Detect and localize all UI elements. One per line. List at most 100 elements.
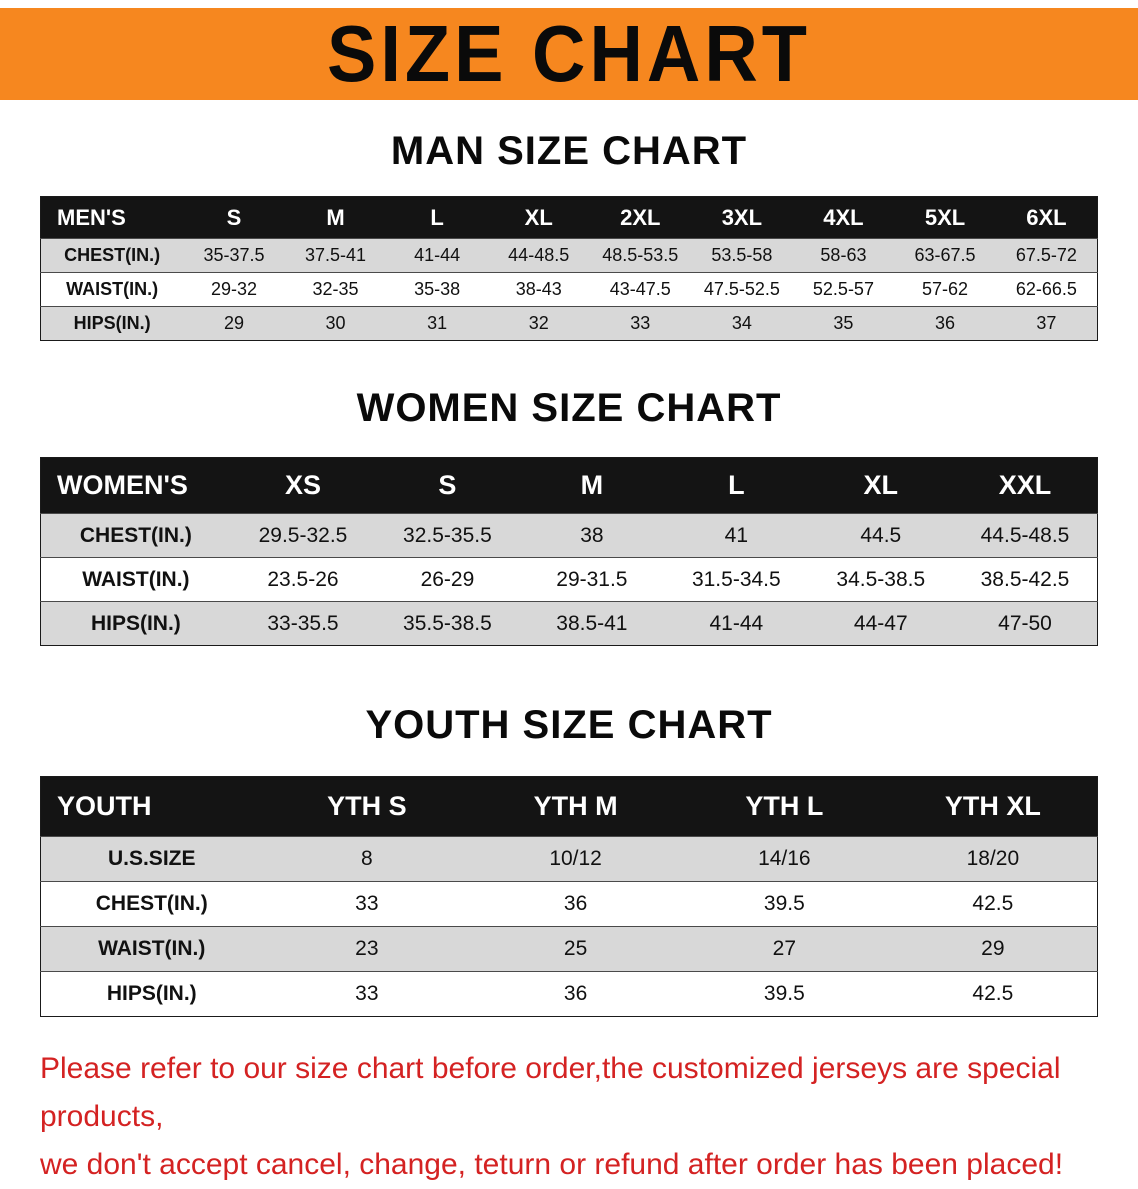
measurement-value-cell: 41-44	[386, 238, 488, 273]
table-title-cell: MEN'S	[40, 196, 184, 239]
measurement-value-cell: 42.5	[972, 892, 1014, 915]
measurement-row: CHEST(IN.) 29.5-32.5 32.5-35.5 38 41 44.5 44.5…	[40, 513, 1098, 558]
measurement-value-cell: 31.5-34.5	[691, 567, 781, 591]
measurement-value-cell: 37	[995, 306, 1098, 341]
measurement-value-cell: 44-47	[808, 601, 954, 646]
size-column-header: YTH M	[471, 776, 680, 837]
measurement-row: HIPS(IN.) 33-35.5 35.5-38.5 38.5-41 41-44 44-…	[40, 601, 1098, 646]
table-title-cell: YOUTH	[40, 776, 263, 837]
measurement-value-cell: 18/20	[888, 836, 1098, 882]
measurement-value-cell: 57-62	[922, 279, 969, 299]
size-column-header: 2XL	[589, 196, 692, 239]
measurement-value-cell: 25	[471, 926, 680, 972]
measurement-value-cell: 36	[894, 306, 996, 341]
measurement-value-cell: 47-50	[953, 601, 1098, 646]
measurement-value-cell: 30	[284, 306, 387, 341]
measurement-row: CHEST(IN.) 35-37.5 37.5-41 41-44 44-48.5 48.5…	[40, 238, 1098, 273]
measurement-value-cell: 32-35	[312, 279, 359, 299]
measurement-value-cell: 44-48.5	[487, 238, 590, 273]
women-section-heading: WOMEN SIZE CHART	[356, 386, 782, 430]
measurement-value-cell: 67.5-72	[995, 238, 1098, 273]
mens-size-table: MEN'S S M L XL 2XL 3XL 4XL 5XL 6XL CHEST(IN.) 35-37…	[40, 196, 1098, 341]
size-column-header: M	[519, 457, 665, 514]
measurement-value-cell: 33	[355, 892, 379, 915]
men-size-section: MAN SIZE CHART MEN'S S M L XL 2XL 3XL 4XL 5XL 6XL…	[0, 128, 1138, 341]
size-column-header: XXL	[953, 457, 1098, 514]
size-column-header: YTH L	[679, 776, 889, 837]
measurement-value-cell: 35.5-38.5	[375, 601, 520, 646]
measurement-value-cell: 35-38	[414, 279, 461, 299]
measurement-row-label: HIPS(IN.)	[40, 306, 184, 341]
size-column-header: L	[664, 457, 809, 514]
size-column-header: 6XL	[995, 196, 1098, 239]
measurement-value-cell: 34.5-38.5	[836, 567, 926, 591]
measurement-value-cell: 36	[563, 892, 588, 915]
measurement-value-cell: 32	[487, 306, 590, 341]
measurement-value-cell: 39.5	[763, 892, 805, 915]
size-header-row: YOUTH YTH S YTH M YTH L YTH XL	[40, 776, 1098, 837]
measurement-row-label: HIPS(IN.)	[106, 982, 197, 1005]
disclaimer-line-1: Please refer to our size chart before or…	[40, 1052, 1061, 1133]
measurement-value-cell: 38-43	[515, 279, 562, 299]
measurement-value-cell: 32.5-35.5	[375, 513, 520, 558]
measurement-value-cell: 35	[792, 306, 895, 341]
measurement-value-cell: 58-63	[792, 238, 895, 273]
size-header-row: WOMEN'S XS S M L XL XXL	[40, 457, 1098, 514]
measurement-value-cell: 31	[386, 306, 488, 341]
table-title-cell: WOMEN'S	[40, 457, 231, 514]
size-column-header: S	[375, 457, 520, 514]
measurement-row: WAIST(IN.) 29-32 32-35 35-38 38-43 43-47.5 47.…	[40, 272, 1098, 307]
size-chart-banner: SIZE CHART	[0, 8, 1138, 100]
measurement-value-cell: 29-31.5	[556, 567, 628, 591]
measurement-value-cell: 33	[355, 982, 379, 1005]
measurement-value-cell: 29-32	[210, 279, 257, 299]
size-column-header: 5XL	[894, 196, 996, 239]
size-column-header: XS	[230, 457, 376, 514]
measurement-row-label: CHEST(IN.)	[40, 238, 184, 273]
size-column-header: 3XL	[691, 196, 793, 239]
measurement-value-cell: 27	[679, 926, 889, 972]
measurement-value-cell: 26-29	[420, 567, 475, 591]
measurement-row: CHEST(IN.) 33 36 39.5 42.5	[40, 881, 1098, 927]
measurement-row-label: CHEST(IN.)	[95, 892, 208, 915]
measurement-value-cell: 47.5-52.5	[703, 279, 780, 299]
measurement-row: WAIST(IN.) 23 25 27 29	[40, 926, 1098, 972]
size-column-header: XL	[487, 196, 590, 239]
measurement-value-cell: 23	[262, 926, 472, 972]
measurement-value-cell: 39.5	[763, 982, 805, 1005]
size-column-header: YTH S	[262, 776, 472, 837]
size-column-header: XL	[808, 457, 954, 514]
measurement-value-cell: 8	[262, 836, 472, 882]
youth-section-heading: YOUTH SIZE CHART	[365, 703, 773, 747]
measurement-value-cell: 29.5-32.5	[230, 513, 376, 558]
measurement-value-cell: 23.5-26	[267, 567, 339, 591]
measurement-row-label: HIPS(IN.)	[40, 601, 231, 646]
measurement-value-cell: 36	[563, 982, 588, 1005]
measurement-value-cell: 35-37.5	[183, 238, 285, 273]
disclaimer-line-2: we don't accept cancel, change, teturn o…	[40, 1148, 1064, 1181]
measurement-value-cell: 44.5-48.5	[953, 513, 1098, 558]
measurement-value-cell: 52.5-57	[812, 279, 874, 299]
measurement-row: HIPS(IN.) 29 30 31 32 33 34 35 36 37	[40, 306, 1098, 341]
measurement-value-cell: 10/12	[471, 836, 680, 882]
measurement-value-cell: 33	[589, 306, 692, 341]
measurement-value-cell: 41	[664, 513, 809, 558]
size-header-row: MEN'S S M L XL 2XL 3XL 4XL 5XL 6XL	[40, 196, 1098, 239]
measurement-value-cell: 38.5-41	[519, 601, 665, 646]
youth-size-section: YOUTH SIZE CHART YOUTH YTH S YTH M YTH L YTH…	[0, 702, 1138, 1017]
size-column-header: L	[386, 196, 488, 239]
measurement-value-cell: 53.5-58	[691, 238, 793, 273]
measurement-value-cell: 62-66.5	[1015, 279, 1077, 299]
womens-size-table: WOMEN'S XS S M L XL XXL CHEST(IN.) 29.5-32.5 32.5…	[40, 457, 1098, 646]
banner-title: SIZE CHART	[327, 8, 811, 99]
measurement-row-label: U.S.SIZE	[40, 836, 263, 882]
measurement-value-cell: 37.5-41	[284, 238, 387, 273]
measurement-value-cell: 41-44	[664, 601, 809, 646]
measurement-value-cell: 63-67.5	[894, 238, 996, 273]
measurement-row-label: CHEST(IN.)	[40, 513, 231, 558]
size-column-header: M	[284, 196, 387, 239]
measurement-value-cell: 38.5-42.5	[980, 567, 1070, 591]
men-section-heading: MAN SIZE CHART	[390, 129, 748, 173]
measurement-row: HIPS(IN.) 33 36 39.5 42.5	[40, 971, 1098, 1017]
measurement-value-cell: 14/16	[679, 836, 889, 882]
